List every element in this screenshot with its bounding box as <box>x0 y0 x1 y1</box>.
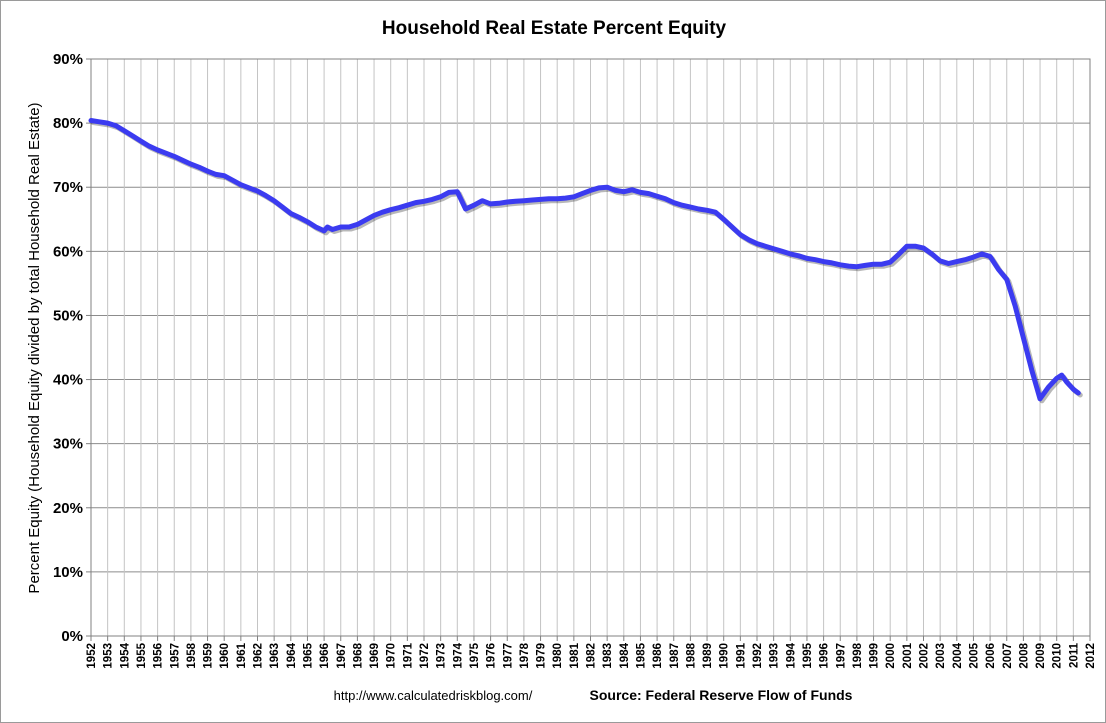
x-tick-label: 2010 <box>1052 643 1064 669</box>
x-tick-label: 2012 <box>1085 643 1097 669</box>
x-tick-label: 1976 <box>486 643 498 669</box>
x-tick-label: 1959 <box>203 643 215 669</box>
x-tick-label: 1987 <box>669 643 681 669</box>
x-tick-label: 2009 <box>1035 643 1047 669</box>
x-tick-label: 2003 <box>935 643 947 669</box>
x-tick-label: 1966 <box>319 643 331 669</box>
x-tick-label: 1984 <box>619 642 631 668</box>
x-tick-label: 1977 <box>502 643 514 669</box>
x-tick-label: 1958 <box>186 642 198 668</box>
x-tick-label: 1989 <box>702 643 714 669</box>
x-tick-label: 1985 <box>635 642 647 668</box>
y-tick-label: 0% <box>61 628 83 645</box>
y-tick-label: 20% <box>53 500 83 517</box>
x-tick-label: 1967 <box>336 643 348 669</box>
x-tick-label: 1974 <box>452 642 464 668</box>
x-tick-label: 1982 <box>586 643 598 669</box>
y-tick-label: 70% <box>53 179 83 196</box>
x-tick-label: 1983 <box>602 643 614 669</box>
x-tick-label: 1963 <box>269 643 281 669</box>
y-axis-label: Percent Equity (Household Equity divided… <box>26 102 43 593</box>
x-tick-label: 1981 <box>569 642 581 668</box>
x-tick-label: 1998 <box>852 642 864 668</box>
x-tick-label: 2002 <box>919 643 931 669</box>
x-tick-label: 1964 <box>286 642 298 668</box>
x-tick-label: 1969 <box>369 643 381 669</box>
x-tick-label: 1952 <box>86 643 98 669</box>
x-tick-label: 1968 <box>352 642 364 668</box>
x-tick-label: 1954 <box>119 642 131 668</box>
x-tick-label: 2001 <box>902 642 914 668</box>
x-tick-label: 1997 <box>835 643 847 669</box>
x-tick-label: 1999 <box>869 643 881 669</box>
y-axis-ticks: 0% 10% 20% 30% 40% 50% 60% 70% 80% 90% <box>53 51 91 645</box>
x-tick-label: 1993 <box>769 643 781 669</box>
chart-title: Household Real Estate Percent Equity <box>382 18 727 39</box>
x-tick-label: 1961 <box>236 642 248 668</box>
x-tick-label: 1960 <box>219 643 231 669</box>
y-tick-label: 10% <box>53 564 83 581</box>
y-tick-label: 90% <box>53 51 83 68</box>
x-tick-label: 1971 <box>402 642 414 668</box>
y-tick-label: 40% <box>53 372 83 389</box>
source-credit: Source: Federal Reserve Flow of Funds <box>590 687 853 703</box>
y-tick-label: 50% <box>53 307 83 324</box>
x-tick-label: 2007 <box>1002 643 1014 669</box>
x-tick-label: 1994 <box>785 642 797 668</box>
x-tick-label: 1980 <box>552 643 564 669</box>
x-tick-label: 1957 <box>169 643 181 669</box>
gridlines <box>90 58 1091 637</box>
x-tick-label: 1965 <box>302 642 314 668</box>
series-group <box>88 118 1083 404</box>
x-tick-label: 1996 <box>819 643 831 669</box>
x-tick-label: 2006 <box>985 643 997 669</box>
y-tick-label: 80% <box>53 115 83 132</box>
x-tick-label: 1988 <box>685 642 697 668</box>
source-url: http://www.calculatedriskblog.com/ <box>334 688 533 703</box>
x-tick-label: 2011 <box>1068 642 1080 668</box>
x-tick-label: 1962 <box>253 643 265 669</box>
x-axis-ticks: 1952 1953 1954 1955 1956 1957 1958 1959 1960 1961… <box>86 636 1097 669</box>
y-tick-label: 30% <box>53 436 83 453</box>
x-tick-label: 1975 <box>469 642 481 668</box>
x-tick-label: 1956 <box>153 643 165 669</box>
x-tick-label: 1992 <box>752 643 764 669</box>
x-tick-label: 1978 <box>519 642 531 668</box>
x-tick-label: 1990 <box>719 643 731 669</box>
x-tick-label: 1973 <box>436 643 448 669</box>
x-tick-label: 1979 <box>536 643 548 669</box>
x-tick-label: 1991 <box>735 642 747 668</box>
x-tick-label: 2008 <box>1018 642 1030 668</box>
x-tick-label: 1970 <box>386 643 398 669</box>
x-tick-label: 1986 <box>652 643 664 669</box>
x-tick-label: 1972 <box>419 643 431 669</box>
x-tick-label: 2005 <box>968 642 980 668</box>
x-tick-label: 1955 <box>136 642 148 668</box>
series-line <box>88 118 1081 402</box>
x-tick-label: 1953 <box>103 643 115 669</box>
y-tick-label: 60% <box>53 243 83 260</box>
x-tick-label: 1995 <box>802 642 814 668</box>
x-tick-label: 2004 <box>952 642 964 668</box>
x-tick-label: 2000 <box>885 643 897 669</box>
